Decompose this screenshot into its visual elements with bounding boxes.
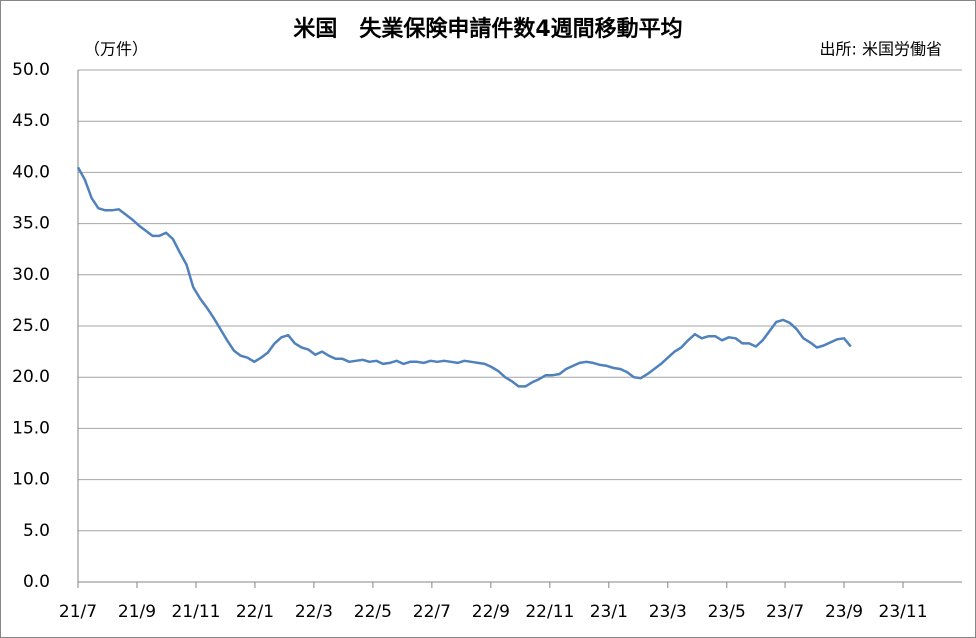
x-tick-label: 23/3 — [649, 602, 687, 622]
x-tick-label: 23/1 — [590, 602, 628, 622]
x-tick-label: 23/7 — [766, 602, 804, 622]
data-line — [76, 166, 852, 388]
x-tick-label: 22/1 — [236, 602, 274, 622]
y-tick-label: 20.0 — [12, 367, 50, 387]
y-tick-label: 5.0 — [23, 521, 50, 541]
y-tick-label: 40.0 — [12, 162, 50, 182]
x-tick-label: 21/7 — [59, 602, 97, 622]
x-tick-label: 21/11 — [171, 602, 220, 622]
x-tick-label: 22/7 — [413, 602, 451, 622]
y-tick-label: 45.0 — [12, 111, 50, 131]
y-tick-label: 50.0 — [12, 60, 50, 80]
source: 出所: 米国労働省 — [820, 40, 942, 59]
x-tick-label: 23/9 — [825, 602, 863, 622]
x-tick-label: 21/9 — [118, 602, 156, 622]
y-tick-label: 10.0 — [12, 470, 50, 490]
y-unit: （万件） — [84, 40, 148, 59]
x-tick-label: 22/3 — [295, 602, 333, 622]
y-tick-label: 30.0 — [12, 265, 50, 285]
chart-title: 米国 失業保険申請件数4週間移動平均 — [293, 16, 682, 42]
y-tick-label: 25.0 — [12, 316, 50, 336]
y-tick-label: 35.0 — [12, 214, 50, 234]
y-tick-label: 0.0 — [23, 572, 50, 592]
x-tick-label: 22/11 — [525, 602, 574, 622]
x-tick-label: 22/9 — [472, 602, 510, 622]
x-tick-label: 22/5 — [354, 602, 392, 622]
x-tick-label: 23/11 — [879, 602, 928, 622]
y-tick-label: 15.0 — [12, 418, 50, 438]
x-tick-label: 23/5 — [708, 602, 746, 622]
